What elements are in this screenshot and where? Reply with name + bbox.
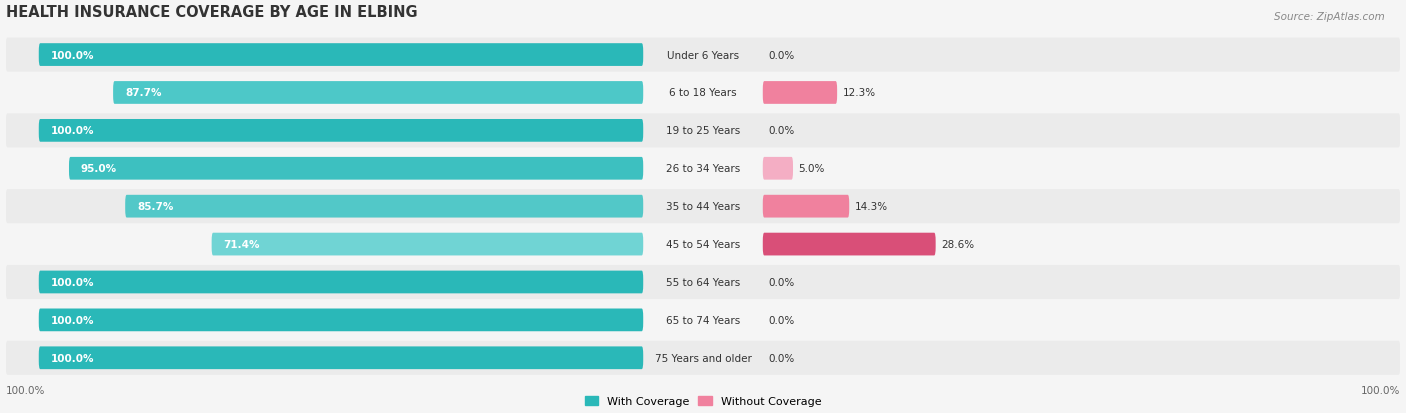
FancyBboxPatch shape xyxy=(39,44,643,67)
Text: 95.0%: 95.0% xyxy=(82,164,117,174)
FancyBboxPatch shape xyxy=(763,233,935,256)
Text: 75 Years and older: 75 Years and older xyxy=(655,353,751,363)
Text: Under 6 Years: Under 6 Years xyxy=(666,50,740,60)
Text: 100.0%: 100.0% xyxy=(1361,385,1400,395)
Text: 0.0%: 0.0% xyxy=(768,126,794,136)
FancyBboxPatch shape xyxy=(6,265,1400,299)
FancyBboxPatch shape xyxy=(6,303,1400,337)
FancyBboxPatch shape xyxy=(6,114,1400,148)
Text: 19 to 25 Years: 19 to 25 Years xyxy=(666,126,740,136)
Text: 87.7%: 87.7% xyxy=(125,88,162,98)
Text: 14.3%: 14.3% xyxy=(855,202,887,211)
FancyBboxPatch shape xyxy=(763,157,793,180)
Text: HEALTH INSURANCE COVERAGE BY AGE IN ELBING: HEALTH INSURANCE COVERAGE BY AGE IN ELBI… xyxy=(6,5,418,19)
Text: 100.0%: 100.0% xyxy=(51,277,94,287)
FancyBboxPatch shape xyxy=(69,157,643,180)
FancyBboxPatch shape xyxy=(6,341,1400,375)
Text: 6 to 18 Years: 6 to 18 Years xyxy=(669,88,737,98)
Text: 100.0%: 100.0% xyxy=(6,385,45,395)
FancyBboxPatch shape xyxy=(39,347,643,369)
Text: 55 to 64 Years: 55 to 64 Years xyxy=(666,277,740,287)
FancyBboxPatch shape xyxy=(39,120,643,142)
Text: 5.0%: 5.0% xyxy=(799,164,825,174)
Text: 28.6%: 28.6% xyxy=(941,240,974,249)
Text: Source: ZipAtlas.com: Source: ZipAtlas.com xyxy=(1274,12,1385,22)
Text: 71.4%: 71.4% xyxy=(224,240,260,249)
Text: 12.3%: 12.3% xyxy=(842,88,876,98)
FancyBboxPatch shape xyxy=(6,190,1400,224)
FancyBboxPatch shape xyxy=(6,38,1400,72)
Text: 85.7%: 85.7% xyxy=(138,202,173,211)
FancyBboxPatch shape xyxy=(6,76,1400,110)
Text: 0.0%: 0.0% xyxy=(768,277,794,287)
FancyBboxPatch shape xyxy=(39,271,643,294)
FancyBboxPatch shape xyxy=(39,309,643,332)
FancyBboxPatch shape xyxy=(763,195,849,218)
Text: 0.0%: 0.0% xyxy=(768,315,794,325)
Text: 45 to 54 Years: 45 to 54 Years xyxy=(666,240,740,249)
Text: 35 to 44 Years: 35 to 44 Years xyxy=(666,202,740,211)
FancyBboxPatch shape xyxy=(763,82,837,104)
Text: 0.0%: 0.0% xyxy=(768,353,794,363)
Text: 0.0%: 0.0% xyxy=(768,50,794,60)
FancyBboxPatch shape xyxy=(212,233,643,256)
Text: 100.0%: 100.0% xyxy=(51,315,94,325)
Text: 26 to 34 Years: 26 to 34 Years xyxy=(666,164,740,174)
Text: 100.0%: 100.0% xyxy=(51,50,94,60)
FancyBboxPatch shape xyxy=(112,82,643,104)
Text: 100.0%: 100.0% xyxy=(51,353,94,363)
FancyBboxPatch shape xyxy=(6,228,1400,261)
FancyBboxPatch shape xyxy=(6,152,1400,186)
Text: 65 to 74 Years: 65 to 74 Years xyxy=(666,315,740,325)
FancyBboxPatch shape xyxy=(125,195,643,218)
Text: 100.0%: 100.0% xyxy=(51,126,94,136)
Legend: With Coverage, Without Coverage: With Coverage, Without Coverage xyxy=(581,392,825,411)
